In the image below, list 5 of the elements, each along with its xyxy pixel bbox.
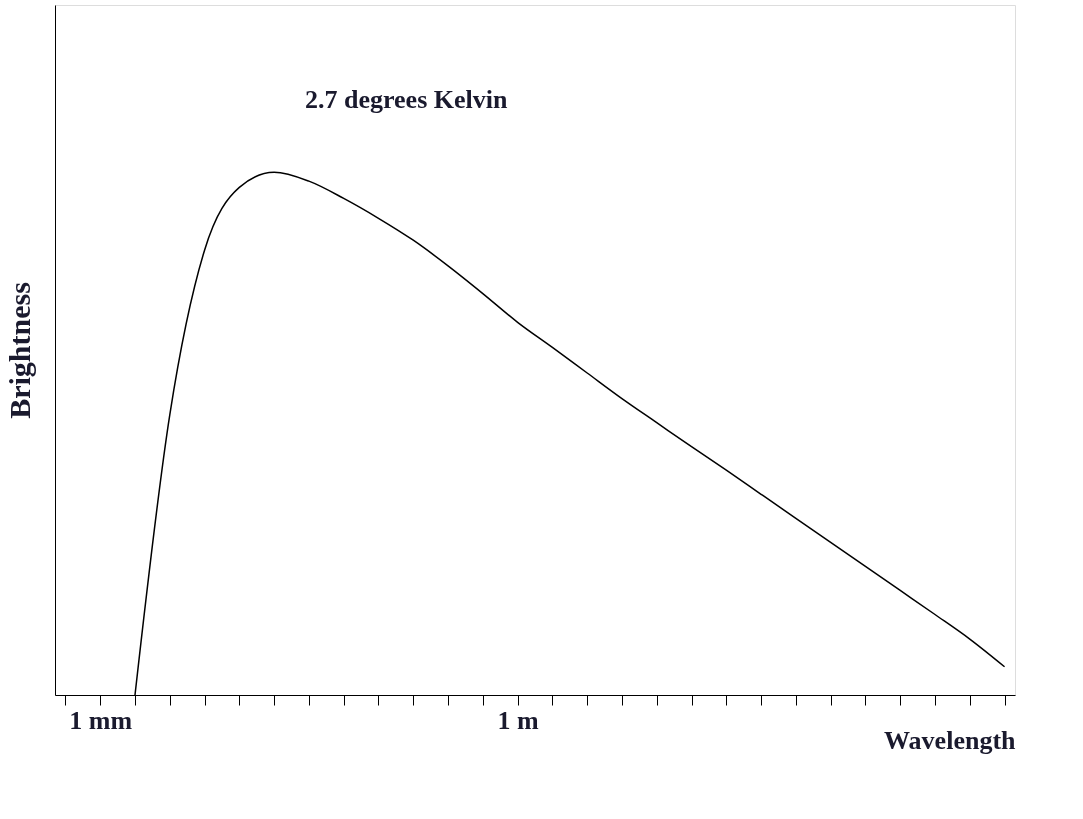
x-axis-title: Wavelength	[884, 725, 1017, 755]
y-axis-title: Brightness	[2, 282, 36, 419]
x-tick-label: 1 m	[497, 705, 540, 735]
text: 2.7 degrees Kelvin	[305, 85, 508, 114]
x-tick-label: 1 mm	[69, 705, 133, 735]
